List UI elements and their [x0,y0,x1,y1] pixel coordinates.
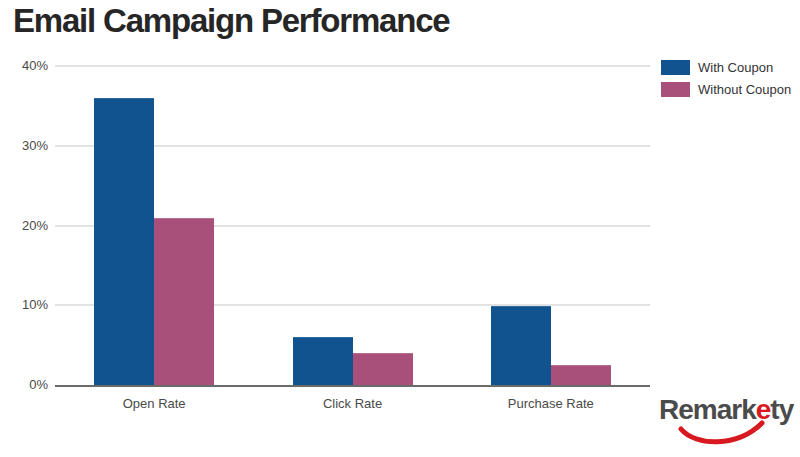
logo-text-suffix: ty [770,394,793,425]
y-tick-label: 30% [6,138,48,154]
bar-without-coupon-open-rate [154,218,214,385]
y-tick-label: 20% [6,218,48,234]
bar-without-coupon-purchase-rate [551,365,611,385]
y-tick-label: 40% [6,58,48,74]
bar-with-coupon-open-rate [94,98,154,385]
bar-without-coupon-click-rate [353,353,413,385]
legend-item-with-coupon: With Coupon [661,60,791,75]
logo-text: Remarkety [659,394,793,426]
plot-area [55,66,650,387]
legend-swatch-icon [661,82,690,97]
x-category-label: Open Rate [84,396,224,411]
chart-canvas: Email Campaign Performance 0% 10% 20% 30% 40… [0,0,800,457]
legend-item-label: With Coupon [698,60,773,75]
x-category-label: Click Rate [283,396,423,411]
legend-item-without-coupon: Without Coupon [661,82,791,97]
bar-with-coupon-click-rate [293,337,353,385]
remarkety-logo: Remarkety [653,392,800,454]
logo-text-prefix: Remark [659,394,756,425]
x-category-label: Purchase Rate [481,396,621,411]
legend-swatch-icon [661,60,690,75]
logo-accent-letter: e [756,394,771,425]
bar-with-coupon-purchase-rate [491,306,551,385]
y-tick-label: 10% [6,297,48,313]
chart-title: Email Campaign Performance [13,2,449,40]
legend-item-label: Without Coupon [698,82,791,97]
legend: With Coupon Without Coupon [661,60,791,104]
y-tick-label: 0% [6,377,48,393]
gridline [55,65,650,67]
